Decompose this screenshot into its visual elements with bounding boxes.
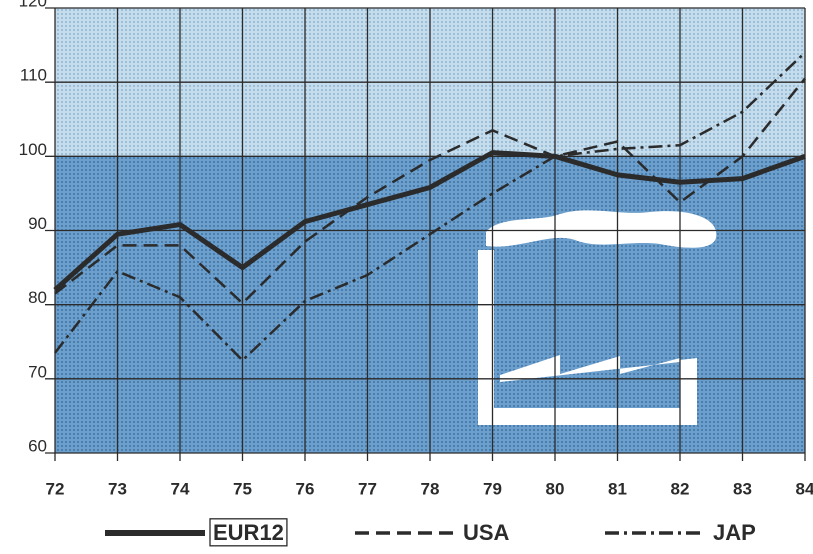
x-tick-label: 72 — [46, 479, 65, 498]
x-tick-label: 79 — [483, 479, 502, 498]
x-tick-label: 75 — [233, 479, 252, 498]
y-tick-label: 80 — [28, 288, 47, 307]
factory-icon — [478, 210, 717, 425]
legend-label: JAP — [713, 520, 756, 545]
x-tick-label: 78 — [421, 479, 440, 498]
y-tick-label: 120 — [19, 0, 47, 10]
y-tick-label: 60 — [28, 436, 47, 455]
x-tick-label: 81 — [608, 479, 627, 498]
y-tick-label: 100 — [19, 140, 47, 159]
series-line — [54, 77, 806, 305]
x-tick-label: 73 — [108, 479, 127, 498]
legend-label: EUR12 — [213, 520, 284, 545]
x-tick-label: 84 — [796, 479, 813, 498]
y-tick-label: 90 — [28, 214, 47, 233]
x-tick-label: 76 — [296, 479, 315, 498]
chart-layer: 60 70 80 90 100 110 120 72 73 74 75 76 77 78 79 80 81 82 8… — [19, 0, 813, 547]
legend-box — [209, 518, 288, 547]
y-tick-label: 110 — [20, 66, 47, 85]
y-tick-label: 70 — [28, 362, 47, 381]
series-line — [53, 150, 806, 292]
x-tick-label: 77 — [358, 479, 377, 498]
x-tick-label: 82 — [671, 479, 690, 498]
x-tick-label: 80 — [546, 479, 565, 498]
legend-label: USA — [463, 520, 510, 545]
series-line — [54, 51, 806, 362]
x-tick-label: 83 — [733, 479, 752, 498]
x-tick-label: 74 — [171, 479, 190, 498]
